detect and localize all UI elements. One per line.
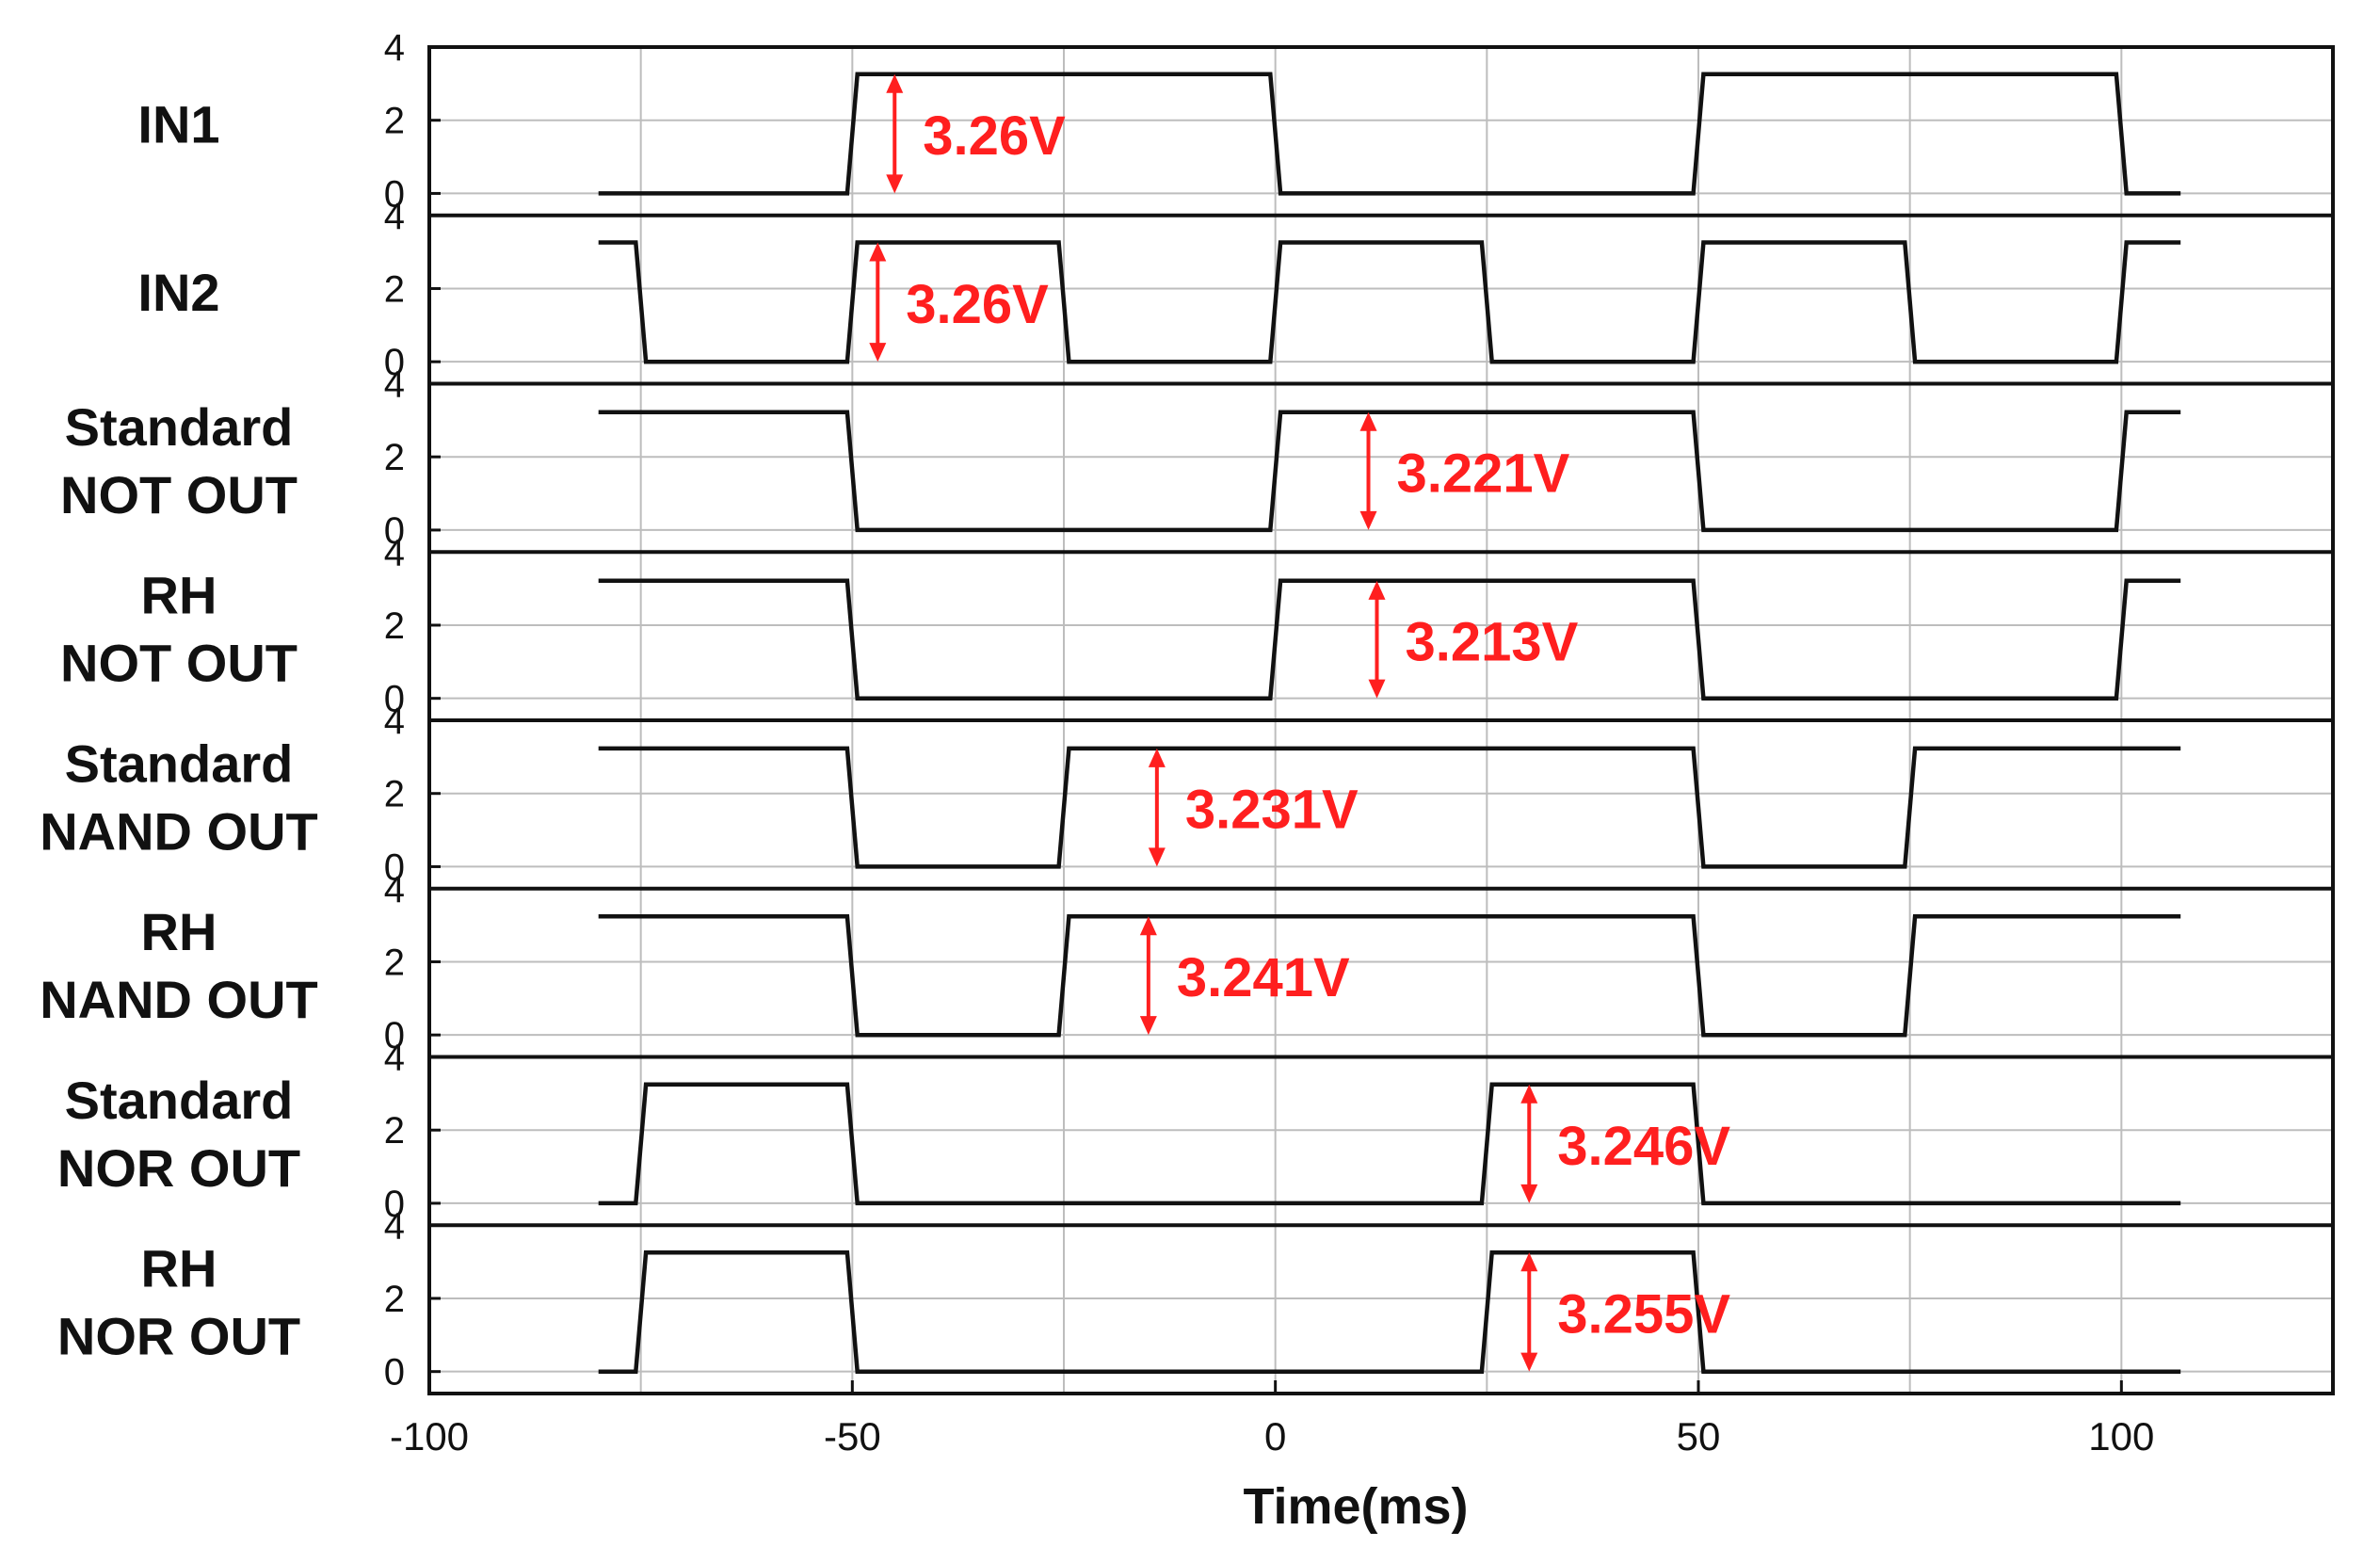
y-tick-label: 4 [384,1038,405,1079]
x-tick-label: -100 [390,1414,469,1458]
y-tick-label: 4 [384,1205,405,1247]
waveform-trace [598,1082,2181,1206]
amplitude-annotation: 3.221V [1397,443,1570,504]
arrow-head-down [886,174,904,194]
row-label: NOR OUT [57,1307,300,1366]
y-tick-label: 2 [384,437,405,478]
plot-border [427,45,2335,1395]
arrow-head-up [1520,1084,1538,1104]
arrow-head-up [1148,748,1166,767]
amplitude-annotation: 3.255V [1557,1283,1730,1345]
arrow-head-down [1139,1016,1157,1036]
annotation-layer: 3.26V 3.26V 3.221V 3.213V 3.231V 3.241V 3.246V… [869,73,1730,1372]
arrow-head-up [1520,1252,1538,1272]
amplitude-annotation: 3.241V [1177,947,1350,1008]
arrow-head-down [1520,1352,1538,1372]
row-label: NOT OUT [60,634,298,693]
arrow-head-up [886,73,904,93]
row-label: NAND OUT [40,801,318,861]
row-label: Standard [65,1071,294,1130]
y-tick-label: 2 [384,605,405,647]
y-tick-label: 0 [384,846,405,888]
y-tick-label: 4 [384,869,405,910]
arrow-head-down [1520,1184,1538,1203]
y-tick-label: 0 [384,1015,405,1056]
x-tick-label: 50 [1677,1414,1721,1458]
amplitude-annotation: 3.231V [1185,780,1359,841]
x-tick-label: 100 [2088,1414,2154,1458]
y-tick-label: 2 [384,268,405,310]
y-tick-label: 0 [384,342,405,383]
waveform-trace [598,1249,2181,1374]
y-tick-label: 0 [384,510,405,552]
y-tick-label: 0 [384,173,405,215]
waveform-trace [598,410,2181,533]
arrow-head-up [869,242,887,262]
arrow-head-up [1139,916,1157,936]
row-label: NOT OUT [60,465,298,524]
y-tick-label: 4 [384,27,405,69]
y-tick-label: 4 [384,532,405,573]
arrow-head-up [1359,411,1377,431]
amplitude-annotation: 3.213V [1406,611,1579,672]
waveform-layer [598,72,2181,1374]
amplitude-annotation: 3.246V [1557,1116,1730,1177]
y-tick-label: 0 [384,679,405,720]
label-layer: 0 2 4 IN1 0 2 4 IN2 0 2 4 Standard NOT OUT 0 2 4 RH NOT O… [40,27,2154,1458]
row-label: RH [141,566,217,625]
row-label: IN1 [137,94,219,153]
y-tick-label: 2 [384,774,405,815]
arrow-head-down [869,343,887,363]
y-tick-label: 0 [384,1184,405,1225]
plot-frame [427,45,2335,1395]
row-label: RH [141,902,217,961]
x-tick-label: 0 [1264,1414,1286,1458]
row-label: IN2 [137,263,219,322]
arrow-head-up [1368,580,1386,600]
row-label: NOR OUT [57,1138,300,1198]
waveform-trace [598,72,2181,196]
y-tick-label: 2 [384,1110,405,1152]
y-tick-label: 0 [384,1352,405,1394]
y-tick-label: 2 [384,942,405,983]
amplitude-annotation: 3.26V [923,105,1066,167]
x-tick-label: -50 [824,1414,881,1458]
amplitude-annotation: 3.26V [906,274,1049,335]
y-tick-label: 2 [384,101,405,142]
row-label: Standard [65,397,294,457]
waveform-trace [598,913,2181,1038]
arrow-head-down [1359,510,1377,530]
arrow-head-down [1368,679,1386,699]
y-tick-label: 2 [384,1279,405,1320]
y-tick-label: 4 [384,701,405,742]
x-axis-title: Time(ms) [1243,1478,1468,1535]
waveform-trace [598,746,2181,869]
waveform-trace [598,578,2181,701]
y-tick-label: 4 [384,196,405,237]
y-tick-label: 4 [384,364,405,406]
row-label: NAND OUT [40,970,318,1029]
waveform-trace [598,240,2181,364]
row-label: Standard [65,733,294,793]
arrow-head-down [1148,847,1166,867]
row-label: RH [141,1239,217,1298]
